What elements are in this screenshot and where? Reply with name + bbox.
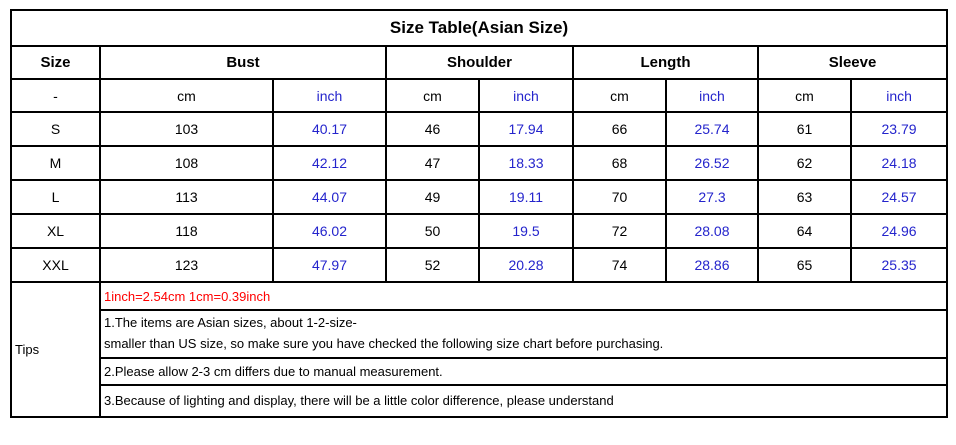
unit-bust-inch: inch <box>272 78 387 113</box>
shoulder-inch-cell: 17.94 <box>478 111 574 147</box>
bust-cm-cell: 103 <box>99 111 274 147</box>
size-table: Size Table(Asian Size) Size Bust Shoulde… <box>9 9 949 418</box>
sleeve-inch-cell: 24.18 <box>849 145 949 181</box>
length-inch-cell: 25.74 <box>665 111 759 147</box>
size-cell: XXL <box>10 247 101 283</box>
shoulder-inch-cell: 18.33 <box>478 145 574 181</box>
sleeve-inch-cell: 25.35 <box>849 247 949 283</box>
length-cm-cell: 72 <box>572 213 667 249</box>
bust-cm-cell: 108 <box>99 145 274 181</box>
length-inch-cell: 26.52 <box>665 145 759 181</box>
shoulder-cm-cell: 50 <box>385 213 480 249</box>
tips-note-1: 1.The items are Asian sizes, about 1-2-s… <box>98 309 949 359</box>
length-cm-cell: 70 <box>572 179 667 215</box>
tips-note-3-row: 3.Because of lighting and display, there… <box>11 383 949 418</box>
header-length: Length <box>572 45 759 80</box>
shoulder-cm-cell: 47 <box>385 145 480 181</box>
length-cm-cell: 68 <box>572 145 667 181</box>
bust-cm-cell: 113 <box>99 179 274 215</box>
tips-note-2: 2.Please allow 2-3 cm differs due to man… <box>98 356 949 386</box>
table-row-xxl: XXL 123 47.97 52 20.28 74 28.86 65 25.35 <box>10 247 949 283</box>
page-title: Size Table(Asian Size) <box>9 9 949 47</box>
sleeve-cm-cell: 63 <box>757 179 852 215</box>
unit-bust-cm: cm <box>99 78 274 113</box>
column-header-row: Size Bust Shoulder Length Sleeve <box>10 45 949 80</box>
shoulder-cm-cell: 52 <box>385 247 480 283</box>
unit-sleeve-cm: cm <box>757 78 852 113</box>
tips-note-1-line-1: 1.The items are Asian sizes, about 1-2-s… <box>104 315 357 330</box>
length-inch-cell: 28.08 <box>665 213 759 249</box>
sleeve-inch-cell: 24.96 <box>849 213 949 249</box>
length-cm-cell: 66 <box>572 111 667 147</box>
size-cell: M <box>10 145 101 181</box>
bust-cm-cell: 123 <box>99 247 274 283</box>
header-sleeve: Sleeve <box>756 45 949 80</box>
shoulder-inch-cell: 19.11 <box>478 179 574 215</box>
sleeve-cm-cell: 65 <box>757 247 852 283</box>
length-cm-cell: 74 <box>572 247 667 283</box>
sleeve-cm-cell: 62 <box>757 145 852 181</box>
bust-inch-cell: 44.07 <box>272 179 387 215</box>
length-inch-cell: 27.3 <box>665 179 759 215</box>
tips-note-1-line-2: smaller than US size, so make sure you h… <box>104 335 664 351</box>
table-row-s: S 103 40.17 46 17.94 66 25.74 61 23.79 <box>10 111 949 147</box>
bust-inch-cell: 42.12 <box>272 145 387 181</box>
size-cell: S <box>10 111 101 147</box>
unit-shoulder-inch: inch <box>478 78 574 113</box>
table-row-l: L 113 44.07 49 19.11 70 27.3 63 24.57 <box>10 179 949 215</box>
tips-note-1-row: 1.The items are Asian sizes, about 1-2-s… <box>11 309 949 359</box>
bust-inch-cell: 40.17 <box>272 111 387 147</box>
tips-conversion-row: Tips 1inch=2.54cm 1cm=0.39inch <box>10 281 949 418</box>
title-row: Size Table(Asian Size) <box>9 9 949 47</box>
tips-note-2-row: 2.Please allow 2-3 cm differs due to man… <box>11 356 949 386</box>
sleeve-cm-cell: 64 <box>757 213 852 249</box>
table-row-xl: XL 118 46.02 50 19.5 72 28.08 64 24.96 <box>10 213 949 249</box>
unit-row: - cm inch cm inch cm inch cm inch <box>10 78 949 113</box>
size-cell: L <box>10 179 101 215</box>
sleeve-cm-cell: 61 <box>757 111 852 147</box>
unit-dash: - <box>10 78 101 113</box>
unit-length-inch: inch <box>665 78 759 113</box>
unit-shoulder-cm: cm <box>385 78 480 113</box>
bust-inch-cell: 46.02 <box>272 213 387 249</box>
shoulder-cm-cell: 46 <box>385 111 480 147</box>
header-bust: Bust <box>99 45 387 80</box>
shoulder-inch-cell: 19.5 <box>478 213 574 249</box>
bust-inch-cell: 47.97 <box>272 247 387 283</box>
sleeve-inch-cell: 23.79 <box>849 111 949 147</box>
size-cell: XL <box>10 213 101 249</box>
shoulder-cm-cell: 49 <box>385 179 480 215</box>
bust-cm-cell: 118 <box>99 213 274 249</box>
conversion-note: 1inch=2.54cm 1cm=0.39inch <box>98 281 949 311</box>
shoulder-inch-cell: 20.28 <box>478 247 574 283</box>
length-inch-cell: 28.86 <box>665 247 759 283</box>
header-shoulder: Shoulder <box>385 45 574 80</box>
table-row-m: M 108 42.12 47 18.33 68 26.52 62 24.18 <box>10 145 949 181</box>
unit-length-cm: cm <box>572 78 667 113</box>
tips-note-3: 3.Because of lighting and display, there… <box>98 383 949 418</box>
header-size: Size <box>10 45 101 80</box>
unit-sleeve-inch: inch <box>849 78 949 113</box>
sleeve-inch-cell: 24.57 <box>849 179 949 215</box>
tips-label: Tips <box>10 281 101 418</box>
